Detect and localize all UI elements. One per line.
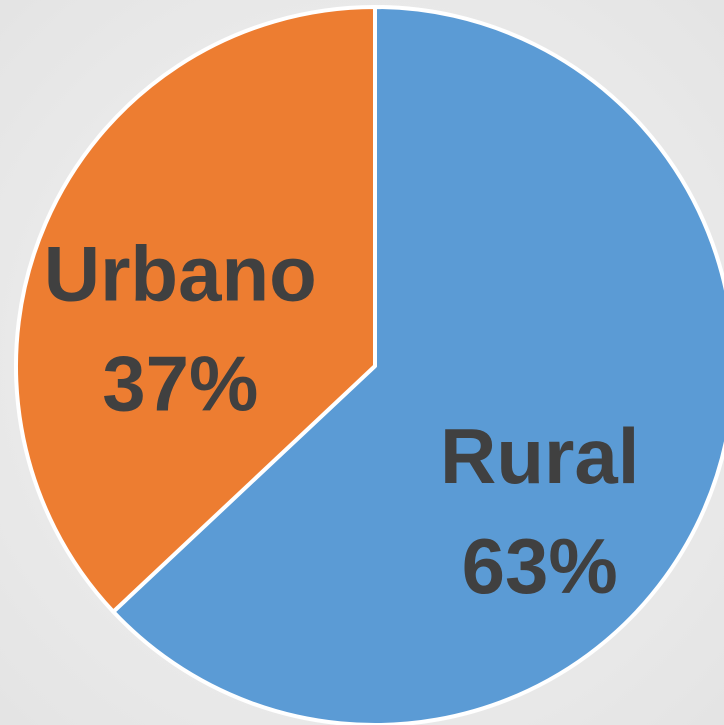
pie-slice [14, 5, 377, 614]
pie-slice [111, 5, 724, 725]
slice-label: Rural [440, 412, 639, 500]
slice-value-label: 37% [102, 339, 258, 427]
slice-value-label: 63% [462, 522, 618, 610]
slice-label: Urbano [44, 229, 317, 317]
